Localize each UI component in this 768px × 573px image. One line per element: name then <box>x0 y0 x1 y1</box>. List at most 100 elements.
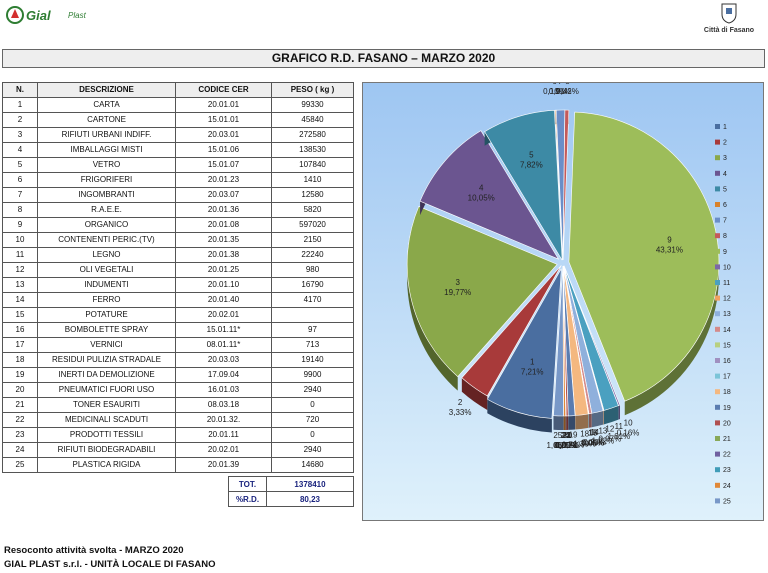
slice-label-percent: 43,31% <box>656 246 683 255</box>
legend-label: 16 <box>723 358 731 365</box>
slice-label-number: 17 <box>588 429 597 438</box>
total-row: TOT. 1378410 <box>228 476 354 492</box>
rd-label: %R.D. <box>228 491 267 507</box>
slice-label-number: 15 <box>589 428 598 437</box>
row-number: 9 <box>2 217 38 233</box>
legend-label: 14 <box>723 327 731 334</box>
row-weight: 2940 <box>271 442 354 458</box>
slice-label-percent: 0,07% <box>599 435 622 444</box>
total-value: 1378410 <box>266 476 354 492</box>
table-row: 13 INDUMENTI 20.01.10 16790 <box>2 277 354 293</box>
table-row: 17 VERNICI 08.01.11* 713 <box>2 337 354 353</box>
row-description: CONTENENTI PERIC.(TV) <box>37 232 176 248</box>
legend-label: 24 <box>723 483 731 490</box>
row-description: PNEUMATICI FUORI USO <box>37 382 176 398</box>
legend-swatch <box>715 264 720 270</box>
row-cer-code: 16.01.03 <box>175 382 272 398</box>
row-cer-code: 20.01.40 <box>175 292 272 308</box>
row-cer-code: 20.03.01 <box>175 127 272 143</box>
row-weight: 12580 <box>271 187 354 203</box>
row-number: 12 <box>2 262 38 278</box>
slice-label-percent: 0,16% <box>617 429 640 438</box>
row-weight: 0 <box>271 427 354 443</box>
legend-label: 12 <box>723 296 731 303</box>
slice-label-percent: 10,05% <box>468 193 495 202</box>
row-number: 2 <box>2 112 38 128</box>
slice-label-percent: 0,01% <box>582 438 605 447</box>
legend-swatch <box>715 124 720 129</box>
row-description: VETRO <box>37 157 176 173</box>
slice-label-number: 10 <box>624 419 633 428</box>
table-row: 4 IMBALLAGGI MISTI 15.01.06 138530 <box>2 142 354 158</box>
legend-swatch <box>715 373 720 379</box>
table-row: 5 VETRO 15.01.07 107840 <box>2 157 354 173</box>
row-cer-code: 15.01.06 <box>175 142 272 158</box>
slice-label-number: 5 <box>529 151 534 160</box>
slice-label-number: 8 <box>565 83 570 86</box>
row-number: 4 <box>2 142 38 158</box>
legend-label: 5 <box>723 186 727 193</box>
pie-chart-svg: 17,21%23,33%319,77%410,05%57,82%60,10%70… <box>363 83 763 520</box>
legend-label: 6 <box>723 202 727 209</box>
legend-label: 17 <box>723 374 731 381</box>
legend-swatch <box>715 170 720 176</box>
pie-slice-side-12 <box>603 410 604 425</box>
legend-swatch <box>715 139 720 145</box>
row-description: CARTONE <box>37 112 176 128</box>
row-number: 19 <box>2 367 38 383</box>
row-cer-code: 20.01.10 <box>175 277 272 293</box>
totals-table: TOT. 1378410 %R.D. 80,23 <box>228 476 354 507</box>
pie-slice-5 <box>484 110 563 261</box>
row-cer-code: 15.01.11* <box>175 322 272 338</box>
row-number: 17 <box>2 337 38 353</box>
row-description: R.A.E.E. <box>37 202 176 218</box>
pie-slice-8 <box>562 109 570 261</box>
row-cer-code: 20.01.23 <box>175 172 272 188</box>
row-weight: 9900 <box>271 367 354 383</box>
slice-label-number: 20 <box>563 431 572 440</box>
rd-row: %R.D. 80,23 <box>228 491 354 507</box>
row-cer-code: 08.03.18 <box>175 397 272 413</box>
legend-label: 4 <box>723 171 727 178</box>
slice-label-percent: 0,42% <box>556 87 579 96</box>
row-weight <box>271 307 354 323</box>
table-row: 23 PRODOTTI TESSILI 20.01.11 0 <box>2 427 354 443</box>
legend-swatch <box>715 404 720 410</box>
slice-label-number: 23 <box>562 431 571 440</box>
table-row: 18 RESIDUI PULIZIA STRADALE 20.03.03 19140 <box>2 352 354 368</box>
pie-slice-side-10 <box>618 405 620 420</box>
legend-label: 2 <box>723 140 727 147</box>
row-weight: 5820 <box>271 202 354 218</box>
legend-swatch <box>715 498 720 504</box>
row-description: RIFIUTI URBANI INDIFF. <box>37 127 176 143</box>
row-weight: 980 <box>271 262 354 278</box>
row-weight: 97 <box>271 322 354 338</box>
legend-label: 10 <box>723 264 731 271</box>
row-number: 23 <box>2 427 38 443</box>
row-cer-code: 20.01.11 <box>175 427 272 443</box>
row-description: BOMBOLETTE SPRAY <box>37 322 176 338</box>
row-number: 16 <box>2 322 38 338</box>
row-number: 24 <box>2 442 38 458</box>
row-cer-code: 20.02.01 <box>175 442 272 458</box>
legend-label: 8 <box>723 233 727 240</box>
row-weight: 1410 <box>271 172 354 188</box>
legend-swatch <box>715 186 720 192</box>
row-number: 5 <box>2 157 38 173</box>
legend-swatch <box>715 280 720 285</box>
legend-swatch <box>715 295 720 301</box>
row-number: 1 <box>2 97 38 113</box>
table-row: 7 INGOMBRANTI 20.03.07 12580 <box>2 187 354 203</box>
row-weight: 2150 <box>271 232 354 248</box>
row-cer-code: 20.02.01 <box>175 307 272 323</box>
slice-label-number: 7 <box>558 83 563 86</box>
row-description: LEGNO <box>37 247 176 263</box>
pie-slice-side-1 <box>487 399 552 433</box>
logo-sub: Plast <box>68 11 86 20</box>
row-cer-code: 20.01.01 <box>175 97 272 113</box>
row-cer-code: 20.01.25 <box>175 262 272 278</box>
pie-slice-side-13 <box>591 410 604 428</box>
header-codice: CODICE CER <box>175 82 272 98</box>
slice-label-percent: 0,21% <box>554 441 577 450</box>
